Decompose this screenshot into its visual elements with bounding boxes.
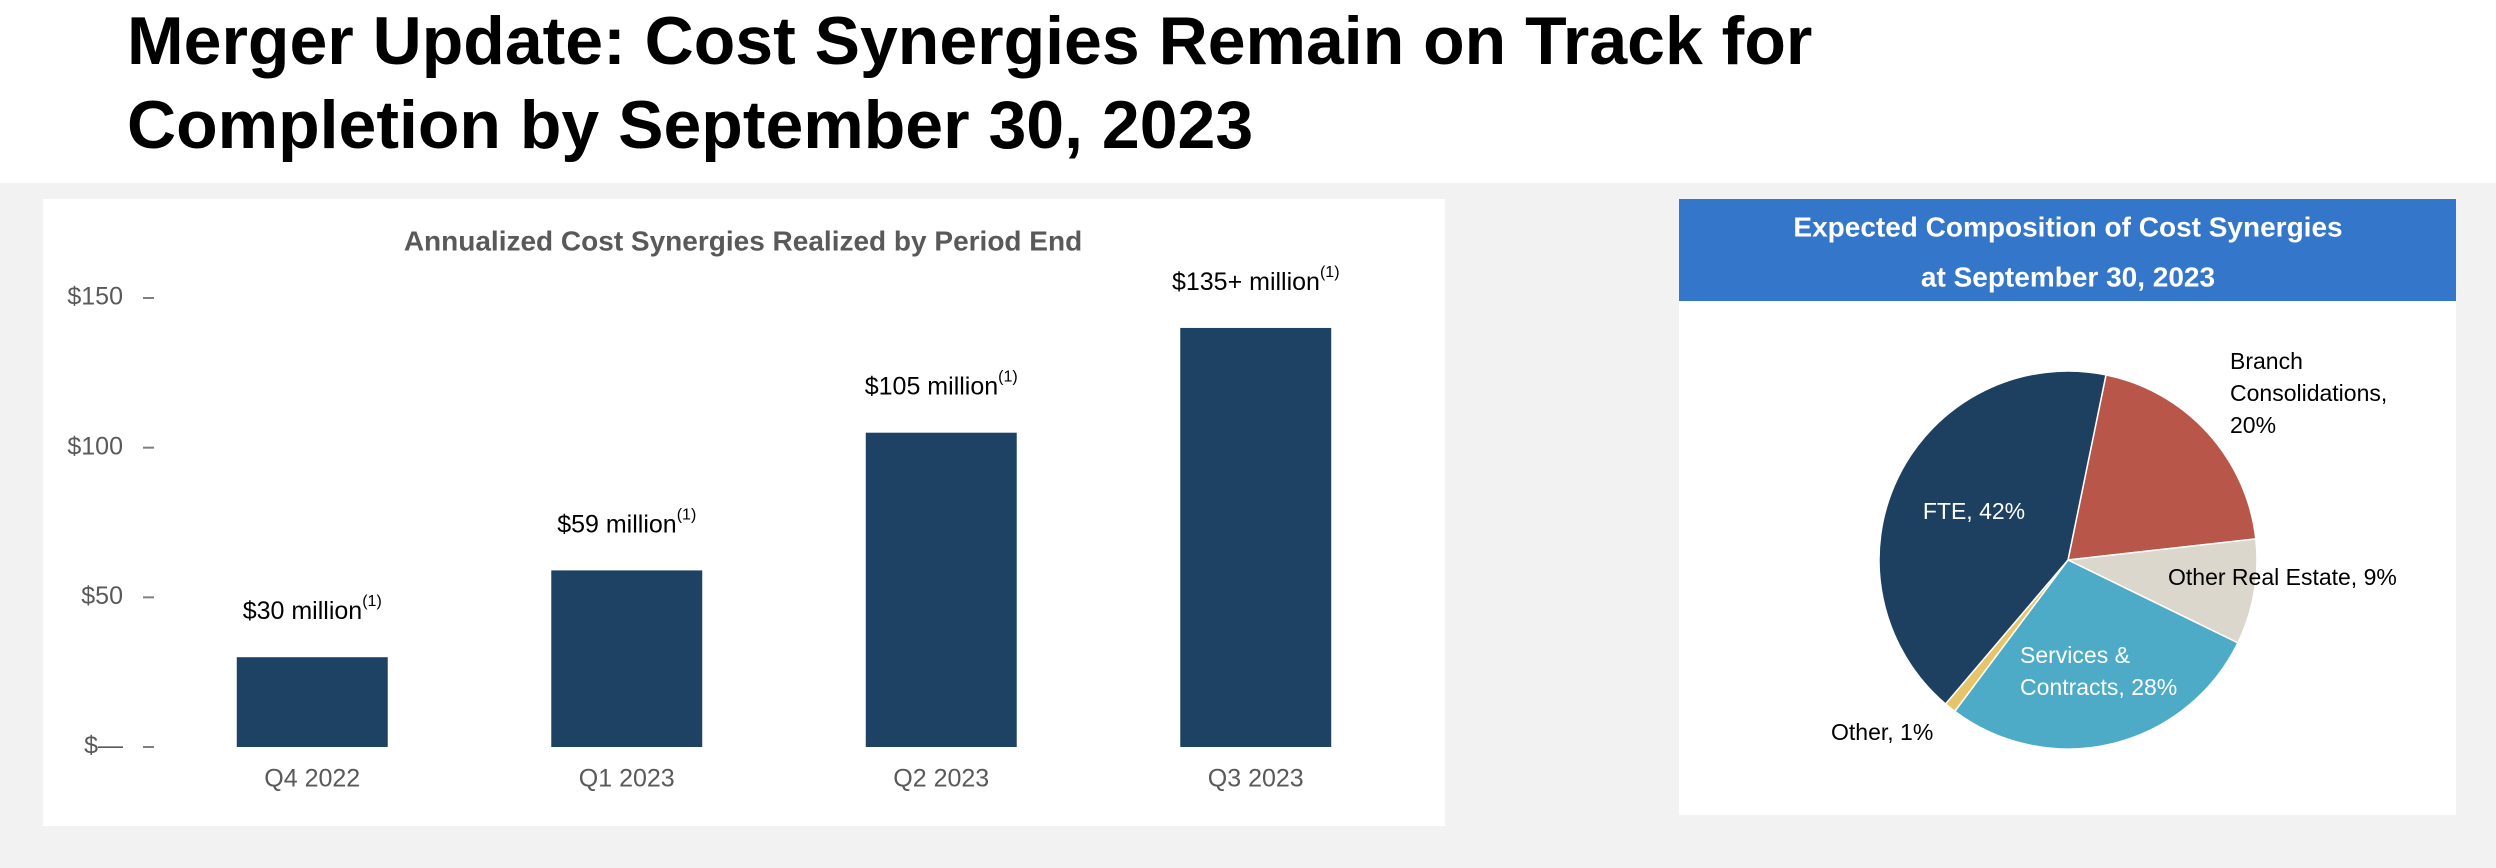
x-tick-label: Q3 2023: [1208, 765, 1304, 793]
slice-label: Services &: [2020, 642, 2130, 668]
title-area: [0, 0, 2496, 183]
pie-slice: [2065, 538, 2258, 644]
value-label-note: (1): [1320, 264, 1340, 281]
value-label: $135+ million(1): [1172, 264, 1340, 295]
value-label-note: (1): [362, 593, 382, 610]
slice-label: FTE, 42%: [1923, 498, 2025, 524]
chart-title: Annualized Cost Synergies Realized by Pe…: [404, 225, 1082, 256]
value-label-note: (1): [677, 507, 697, 524]
pie-slice: [2067, 373, 2257, 561]
pie-slice: [1878, 370, 2107, 705]
slice-label: Branch: [2230, 348, 2303, 374]
slide-title: Merger Update: Cost Synergies Remain on …: [127, 3, 1812, 79]
value-label-text: $135+ million: [1172, 268, 1320, 296]
x-tick-label: Q1 2023: [579, 765, 675, 793]
slice-label: 20%: [2230, 412, 2276, 438]
value-label-note: (1): [998, 369, 1018, 386]
bar: [1180, 327, 1332, 747]
value-label: $30 million(1): [243, 593, 382, 624]
bar: [865, 432, 1017, 747]
chart-title: at September 30, 2023: [1921, 261, 2215, 292]
pie-slice: [1953, 559, 2239, 750]
value-label-text: $59 million: [557, 510, 677, 538]
x-tick-label: Q4 2022: [264, 765, 360, 793]
value-label-text: $30 million: [243, 597, 363, 625]
x-tick-label: Q2 2023: [893, 765, 989, 793]
bar: [551, 570, 703, 747]
slice-label: Contracts, 28%: [2020, 674, 2177, 700]
value-label-text: $105 million: [865, 372, 998, 400]
slice-label: Other Real Estate, 9%: [2168, 564, 2397, 590]
slice-label: Consolidations,: [2230, 380, 2387, 406]
value-label: $59 million(1): [557, 507, 696, 538]
y-tick-label: $50: [81, 582, 123, 610]
value-label: $105 million(1): [865, 369, 1018, 400]
pie-header: [1679, 199, 2456, 301]
y-tick-label: $—: [84, 732, 123, 760]
chart-title: Expected Composition of Cost Synergies: [1793, 211, 2342, 242]
y-tick-label: $100: [67, 432, 123, 460]
bar: [236, 657, 388, 747]
slide-title: Completion by September 30, 2023: [127, 87, 1253, 163]
slice-label: Other, 1%: [1831, 719, 1933, 745]
y-tick-label: $150: [67, 283, 123, 311]
